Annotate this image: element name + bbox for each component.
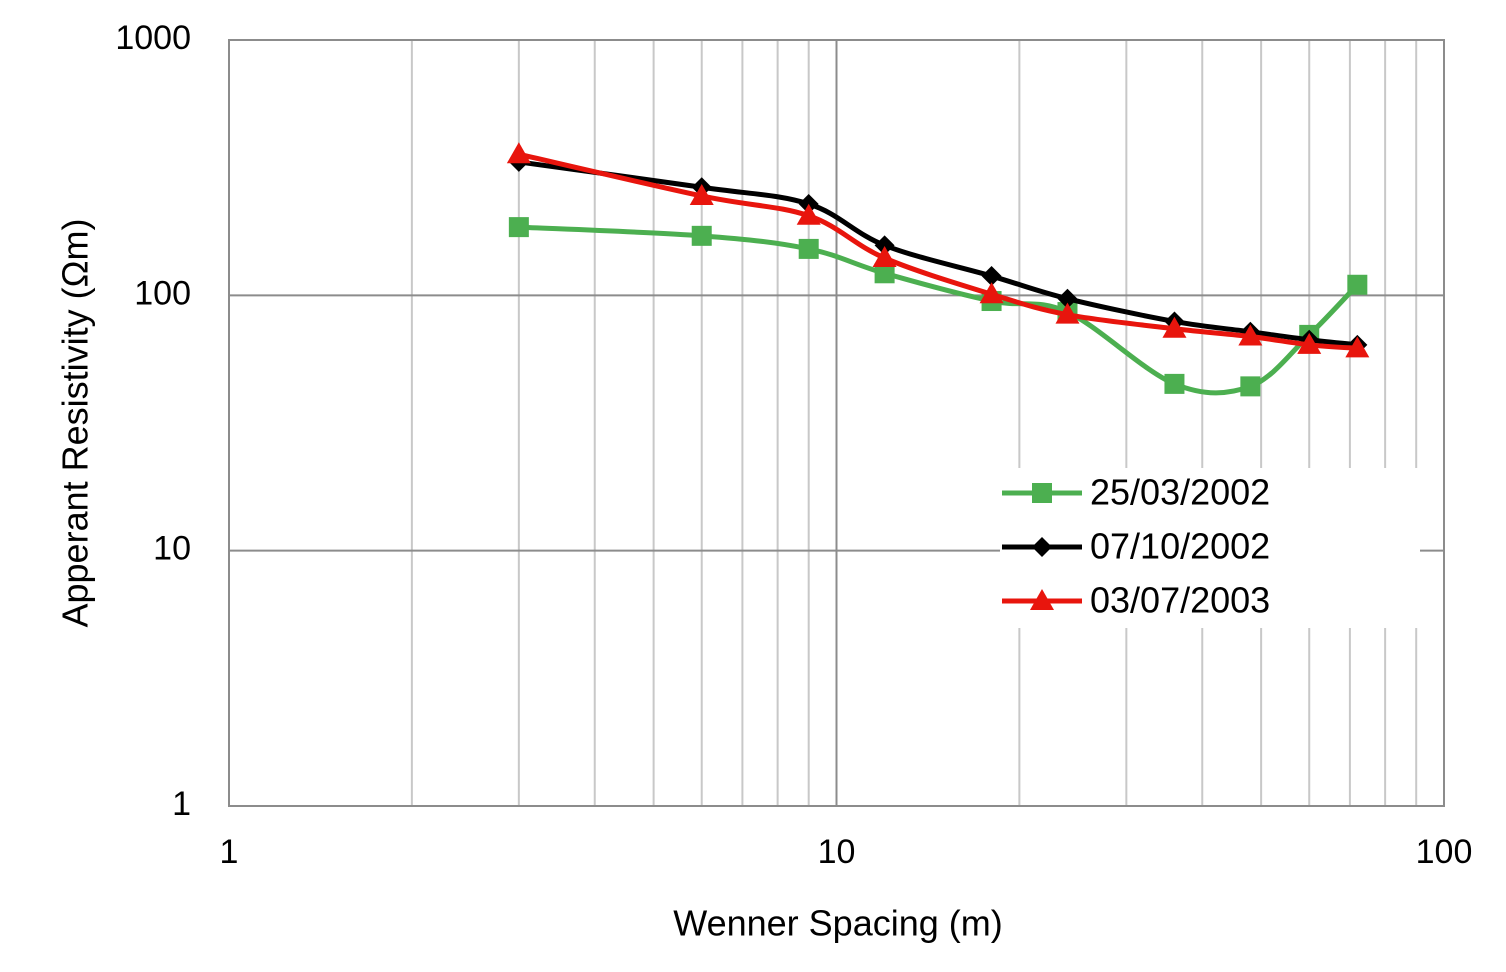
y-tick-label: 10 xyxy=(153,530,191,568)
legend-label: 03/07/2003 xyxy=(1090,580,1270,621)
marker xyxy=(506,142,531,164)
marker xyxy=(1055,302,1080,324)
marker xyxy=(1347,274,1368,295)
marker xyxy=(872,246,897,268)
marker xyxy=(1057,288,1078,309)
marker xyxy=(798,238,819,259)
marker xyxy=(1240,376,1261,397)
line xyxy=(518,224,1360,396)
marker xyxy=(689,183,714,205)
plot-border xyxy=(228,39,1445,807)
legend-label: 25/03/2002 xyxy=(1090,472,1270,513)
marker xyxy=(981,266,1002,287)
y-tick-label: 100 xyxy=(134,274,191,312)
legend-label: 07/10/2002 xyxy=(1090,526,1270,567)
x-tick-label: 1 xyxy=(220,833,239,871)
marker xyxy=(1030,589,1054,610)
marker xyxy=(874,263,895,284)
series xyxy=(508,217,1368,397)
marker xyxy=(979,282,1004,304)
line xyxy=(518,159,1358,348)
marker xyxy=(1297,332,1322,354)
line xyxy=(518,151,1358,351)
marker xyxy=(796,203,821,225)
y-tick-label: 1000 xyxy=(115,19,191,57)
marker xyxy=(691,225,712,246)
marker xyxy=(1032,483,1052,503)
marker xyxy=(1164,373,1185,394)
marker xyxy=(1238,324,1263,346)
x-axis-title: Wenner Spacing (m) xyxy=(673,903,1002,944)
marker xyxy=(1032,537,1052,557)
x-tick-label: 100 xyxy=(1416,833,1473,871)
x-tick-label: 10 xyxy=(818,833,856,871)
marker xyxy=(874,235,895,256)
marker xyxy=(508,217,529,238)
y-axis-title: Apperant Resistivity (Ωm) xyxy=(55,218,96,627)
y-tick-label: 1 xyxy=(172,785,191,823)
series xyxy=(506,142,1370,358)
marker xyxy=(1162,316,1187,338)
marker xyxy=(1345,336,1370,358)
